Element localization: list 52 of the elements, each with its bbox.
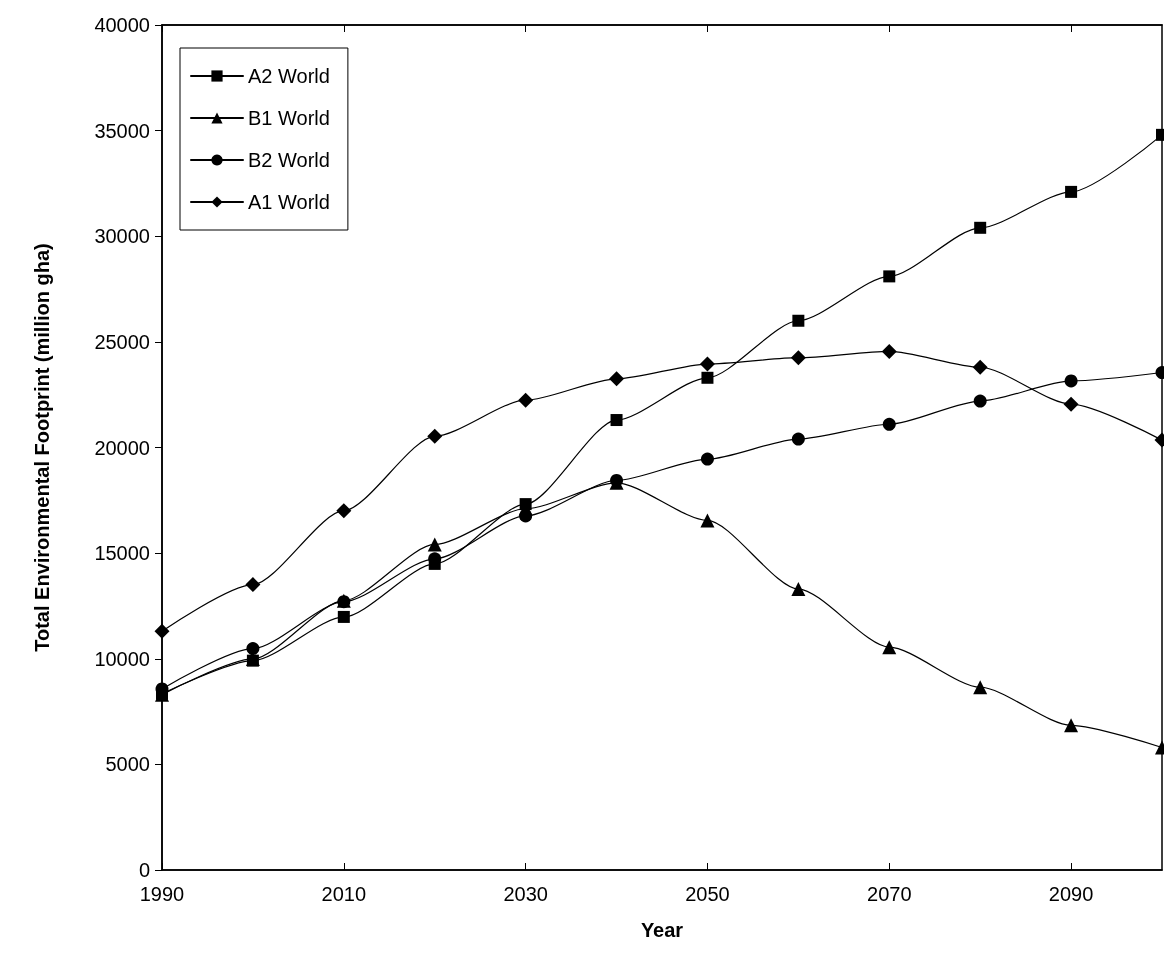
x-tick-label: 2030 [503,883,548,905]
point [154,623,170,639]
point [882,417,896,431]
y-axis-title: Total Environmental Footprint (million gha) [31,243,53,652]
point [973,394,987,408]
point [972,359,988,375]
y-tick-label: 25000 [94,330,150,353]
y-tick-label: 35000 [94,119,150,142]
y-tick-label: 5000 [105,753,150,776]
x-tick-label: 2070 [867,883,912,905]
point [883,270,896,283]
point [427,428,443,444]
point [519,509,533,523]
x-tick-label: 1990 [139,883,185,905]
point [610,414,623,427]
x-tick-label: 2090 [1048,883,1094,905]
x-axis-title: Year [640,919,684,941]
y-tick-label: 0 [138,859,150,881]
legend-label: A1 World [248,191,330,213]
y-tick-label: 30000 [94,225,150,248]
point [791,582,806,597]
point [974,221,987,234]
x-tick-label: 2050 [685,883,730,905]
point [1063,396,1079,412]
point [1064,718,1079,733]
point [427,537,442,552]
y-tick-label: 40000 [94,14,150,36]
point [792,314,805,327]
point [336,503,352,519]
point [881,343,897,359]
point [700,513,715,528]
y-tick-label: 20000 [94,436,150,459]
point [701,371,714,384]
legend-label: A2 World [248,65,330,87]
y-tick-label: 15000 [94,542,150,565]
point [1065,185,1078,198]
point [791,432,805,446]
point [699,356,715,372]
point [1064,374,1078,388]
legend-label: B2 World [248,149,330,171]
point [700,452,714,466]
point [337,610,350,623]
point [245,577,261,593]
point [609,371,625,387]
point [518,392,534,408]
y-tick-label: 10000 [94,647,150,670]
point [246,642,260,656]
point [882,640,897,655]
point [973,680,988,695]
point [790,350,806,366]
legend-label: B1 World [248,107,330,129]
x-tick-label: 2010 [321,883,367,905]
